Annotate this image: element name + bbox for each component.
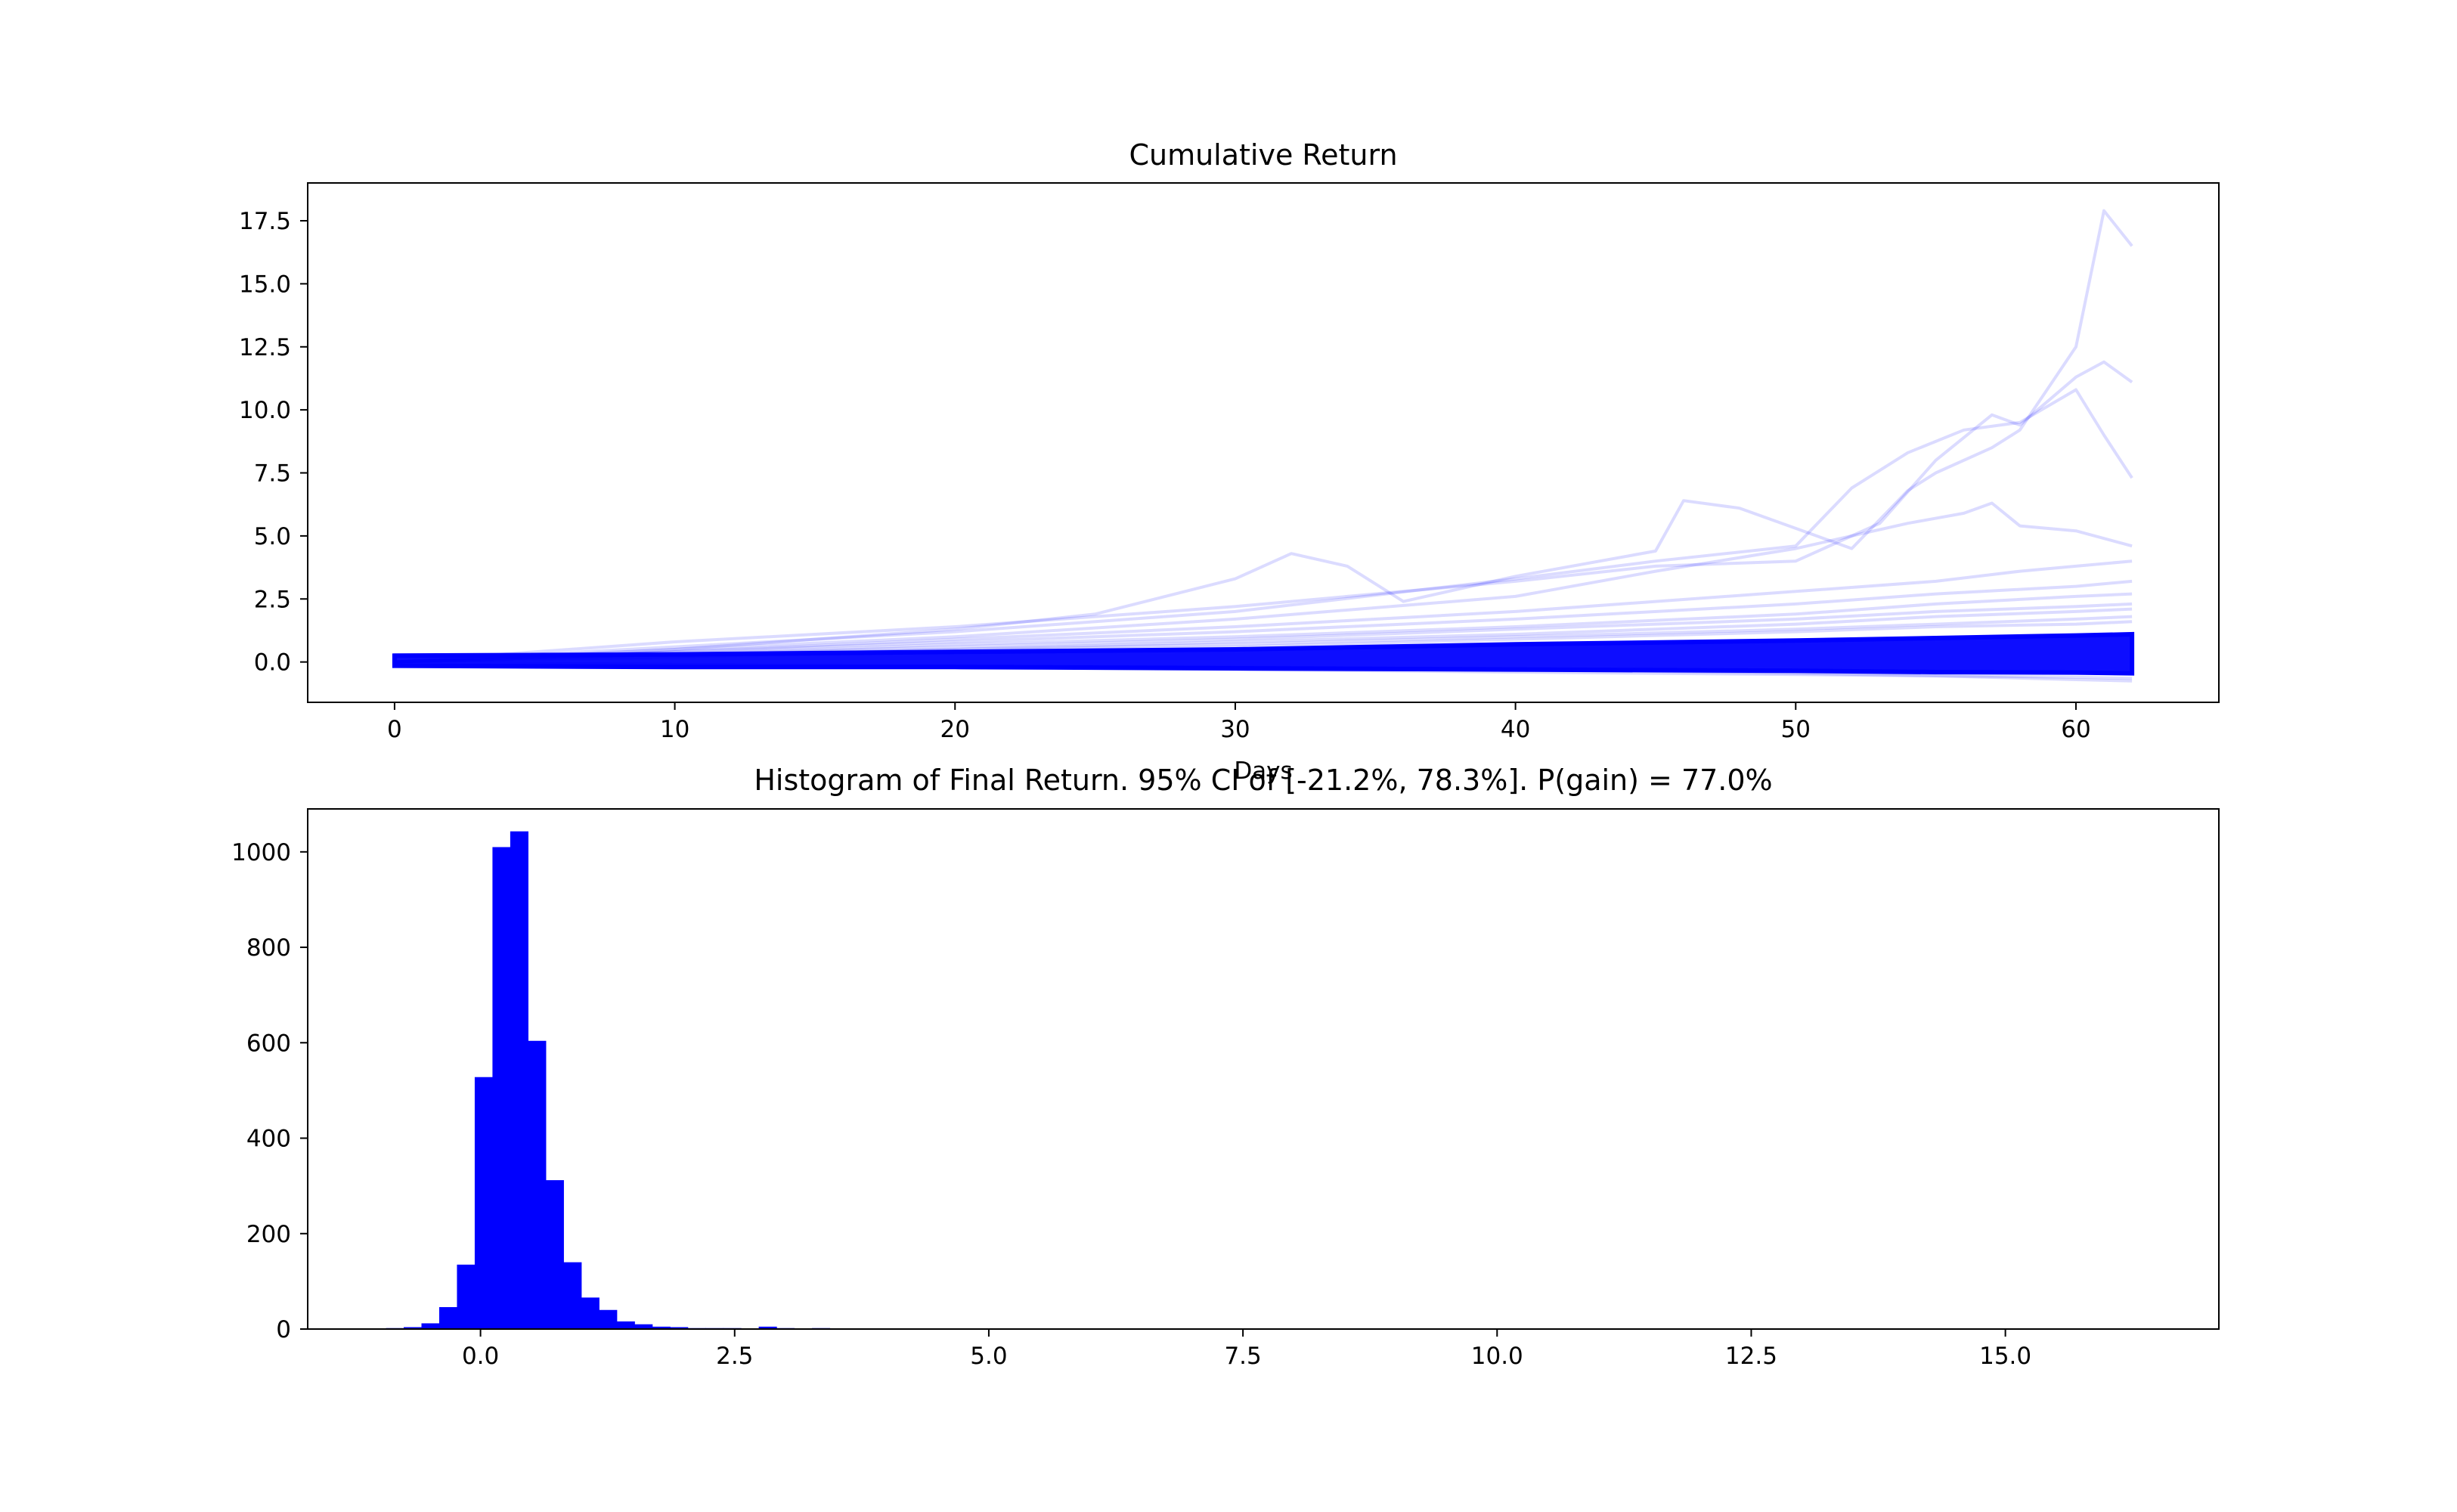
histogram-bar [563,1262,582,1329]
histogram-title: Histogram of Final Return. 95% CI of [-2… [754,764,1772,797]
cumulative-return-y-tick-label: 2.5 [254,586,291,613]
histogram-bar [545,1180,564,1329]
cumulative-return-y-tick-label: 17.5 [239,208,291,235]
simulation-path [394,360,2133,664]
histogram-bar [616,1321,635,1329]
histogram-y-ticks: 0 200 400 600 800 1000 [231,839,308,1343]
histogram-bar [599,1309,618,1329]
histogram-bar [758,1326,777,1329]
histogram-frame [307,808,2220,1330]
histogram-y-tick-label: 0 [276,1316,291,1343]
cumulative-return-x-tick-label: 60 [2061,716,2090,743]
histogram-y-tick-label: 600 [246,1030,291,1057]
histogram-bar [670,1327,689,1329]
cumulative-return-y-tick-label: 15.0 [239,271,291,298]
histogram-x-ticks: 0.0 2.5 5.0 7.5 10.0 12.5 15.0 [462,1329,2031,1370]
histogram-y-tick-label: 800 [246,934,291,962]
cumulative-return-y-tick-label: 12.5 [239,334,291,361]
simulation-path [394,620,2133,664]
simulation-path [394,607,2133,664]
histogram-bar [474,1077,494,1329]
cumulative-return-title: Cumulative Return [1129,138,1397,172]
simulation-path [394,388,2133,664]
histogram-bar [581,1297,600,1329]
histogram-x-tick-label: 2.5 [716,1343,753,1370]
dense-path-band [392,631,2135,676]
simulation-path [394,579,2133,664]
histogram-x-tick-label: 0.0 [462,1343,499,1370]
cumulative-return-y-tick-label: 7.5 [254,460,291,488]
histogram-x-tick-label: 7.5 [1224,1343,1261,1370]
cumulative-return-x-tick-label: 30 [1220,716,1250,743]
histogram-x-tick-label: 5.0 [970,1343,1007,1370]
histogram-y-tick-label: 200 [246,1221,291,1248]
simulation-path [394,602,2133,664]
cumulative-return-subplot: Cumulative Return 0 10 20 30 40 50 60 0.0 2.5 5.… [239,138,2220,785]
cumulative-return-y-ticks: 0.0 2.5 5.0 7.5 10.0 12.5 15.0 17.5 [239,208,308,677]
histogram-bar [404,1327,423,1329]
cumulative-return-x-tick-label: 20 [940,716,970,743]
histogram-y-tick-label: 1000 [231,839,291,866]
cumulative-return-y-tick-label: 0.0 [254,649,291,677]
cumulative-return-y-tick-label: 10.0 [239,397,291,424]
histogram-bar [492,847,511,1329]
histogram-bar [634,1324,653,1329]
simulation-path [394,501,2133,664]
simulation-path [394,615,2133,664]
histogram-y-tick-label: 400 [246,1126,291,1153]
simulation-path [394,660,2133,680]
simulation-path [394,559,2133,664]
cumulative-return-plot-area [392,209,2135,683]
histogram-bar [510,831,528,1329]
cumulative-return-x-tick-label: 50 [1781,716,1811,743]
histogram-bar [421,1323,440,1329]
histogram-bar [438,1306,458,1329]
histogram-bar [652,1326,671,1329]
histogram-x-tick-label: 12.5 [1725,1343,1777,1370]
histogram-x-tick-label: 15.0 [1979,1343,2031,1370]
histogram-bar [457,1264,476,1329]
cumulative-return-x-tick-label: 0 [387,716,402,743]
histogram-x-tick-label: 10.0 [1471,1343,1523,1370]
final-return-histogram-subplot: Histogram of Final Return. 95% CI of [-2… [231,764,2220,1370]
histogram-bar [528,1040,547,1329]
cumulative-return-frame [307,182,2220,703]
simulation-path [394,209,2133,664]
simulation-paths [392,209,2135,683]
cumulative-return-x-tick-label: 40 [1501,716,1530,743]
cumulative-return-y-tick-label: 5.0 [254,523,291,550]
cumulative-return-x-tick-label: 10 [660,716,689,743]
days-axis-label: Days [1234,758,1292,785]
simulation-path [394,660,2133,683]
simulation-path [394,592,2133,664]
cumulative-return-x-ticks: 0 10 20 30 40 50 60 [387,702,2091,743]
